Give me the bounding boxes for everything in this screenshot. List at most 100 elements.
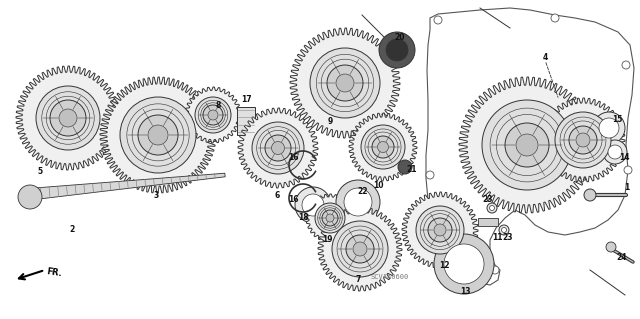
Text: 23: 23 <box>483 196 493 204</box>
Text: SCVAA0600: SCVAA0600 <box>371 274 409 280</box>
Circle shape <box>326 214 334 222</box>
Text: 2: 2 <box>69 226 75 234</box>
Circle shape <box>327 65 363 101</box>
Polygon shape <box>21 173 225 201</box>
Text: 4: 4 <box>542 54 548 63</box>
Circle shape <box>487 203 497 213</box>
Polygon shape <box>238 108 318 188</box>
Circle shape <box>346 235 374 263</box>
Polygon shape <box>290 28 400 138</box>
Circle shape <box>584 189 596 201</box>
Polygon shape <box>402 192 478 268</box>
Bar <box>478 218 498 226</box>
Circle shape <box>138 115 178 155</box>
Circle shape <box>426 171 434 179</box>
Circle shape <box>265 135 291 161</box>
Text: 18: 18 <box>298 213 308 222</box>
Text: 24: 24 <box>617 254 627 263</box>
Circle shape <box>386 39 408 61</box>
Circle shape <box>444 244 484 284</box>
Text: 9: 9 <box>328 117 333 127</box>
Text: 11: 11 <box>492 234 502 242</box>
Circle shape <box>606 242 616 252</box>
Circle shape <box>295 187 331 223</box>
Circle shape <box>603 140 627 164</box>
Text: 16: 16 <box>288 196 298 204</box>
Circle shape <box>379 32 415 68</box>
Circle shape <box>59 109 77 127</box>
Text: 17: 17 <box>241 95 252 105</box>
Text: 3: 3 <box>154 190 159 199</box>
Text: 8: 8 <box>215 100 221 109</box>
Circle shape <box>398 160 412 174</box>
Text: 13: 13 <box>460 287 470 296</box>
Circle shape <box>569 126 597 154</box>
Text: FR.: FR. <box>46 267 63 278</box>
Circle shape <box>322 210 338 226</box>
Circle shape <box>203 105 223 125</box>
Polygon shape <box>185 87 241 143</box>
Text: 21: 21 <box>407 166 417 174</box>
Bar <box>237 107 255 135</box>
Circle shape <box>353 242 367 256</box>
Circle shape <box>36 86 100 150</box>
Circle shape <box>271 142 285 154</box>
Circle shape <box>490 205 495 211</box>
Circle shape <box>50 100 86 136</box>
Circle shape <box>18 185 42 209</box>
Polygon shape <box>318 207 402 291</box>
Text: 15: 15 <box>612 115 622 124</box>
Circle shape <box>482 100 572 190</box>
Text: 7: 7 <box>355 276 361 285</box>
Text: 6: 6 <box>275 190 280 199</box>
Circle shape <box>622 61 630 69</box>
Circle shape <box>148 125 168 145</box>
Circle shape <box>576 133 590 147</box>
Circle shape <box>505 123 549 167</box>
Polygon shape <box>459 77 595 213</box>
Circle shape <box>434 16 442 24</box>
Circle shape <box>336 180 380 224</box>
Circle shape <box>315 203 345 233</box>
Polygon shape <box>306 194 354 242</box>
Polygon shape <box>16 66 120 170</box>
Circle shape <box>491 266 499 274</box>
Text: 22: 22 <box>358 188 368 197</box>
Text: 10: 10 <box>372 181 383 189</box>
Circle shape <box>502 227 506 233</box>
Text: 12: 12 <box>439 261 449 270</box>
Circle shape <box>195 97 231 133</box>
Circle shape <box>516 134 538 156</box>
Polygon shape <box>349 113 417 181</box>
Circle shape <box>434 224 446 236</box>
Text: 20: 20 <box>395 33 405 42</box>
Circle shape <box>361 125 405 169</box>
Circle shape <box>120 97 196 173</box>
Circle shape <box>302 194 324 216</box>
Circle shape <box>555 112 611 168</box>
Circle shape <box>208 110 218 120</box>
Text: 23: 23 <box>503 234 513 242</box>
Text: 1: 1 <box>625 183 630 192</box>
Circle shape <box>310 48 380 118</box>
Circle shape <box>551 14 559 22</box>
Circle shape <box>499 225 509 235</box>
Circle shape <box>624 166 632 174</box>
Circle shape <box>599 118 619 138</box>
Circle shape <box>378 142 388 152</box>
Circle shape <box>252 122 304 174</box>
Circle shape <box>428 218 452 242</box>
Circle shape <box>608 145 622 159</box>
Text: 19: 19 <box>322 235 332 244</box>
Text: 14: 14 <box>619 153 629 162</box>
Polygon shape <box>541 98 625 182</box>
Circle shape <box>344 188 372 216</box>
Text: 5: 5 <box>37 167 43 176</box>
Circle shape <box>593 112 625 144</box>
Text: 16: 16 <box>288 153 298 162</box>
Circle shape <box>416 206 464 254</box>
Circle shape <box>336 74 354 92</box>
Circle shape <box>434 234 494 294</box>
Polygon shape <box>100 77 216 193</box>
Circle shape <box>332 221 388 277</box>
